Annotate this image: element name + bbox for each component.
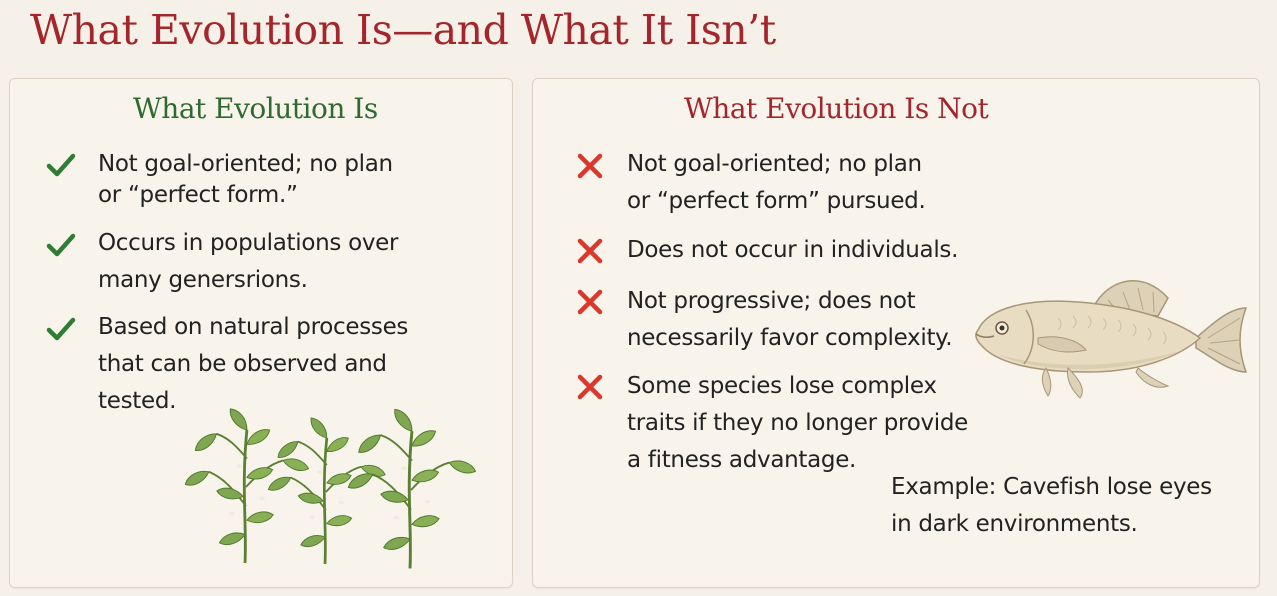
is-not-item-4-line3: a fitness advantage. <box>627 447 857 473</box>
is-not-item-1-line2: or “perfect form” pursued. <box>627 188 926 214</box>
is-not-item-2: Does not occur in individuals. <box>627 232 958 269</box>
is-item-1-line2: or “perfect form.” <box>98 182 298 208</box>
cavefish-example: Example: Cavefish lose eyes in dark envi… <box>891 469 1212 543</box>
is-not-item-4-line1: Some species lose complex <box>627 373 937 399</box>
cross-icon <box>574 371 606 403</box>
example-line2: in dark environments. <box>891 511 1138 537</box>
plants-illustration <box>185 392 485 577</box>
is-heading: What Evolution Is <box>133 92 378 125</box>
is-not-item-3: Not progressive; does not necessarily fa… <box>627 283 953 357</box>
is-not-item-1-line1: Not goal-oriented; no plan <box>627 151 922 177</box>
is-item-3-line1: Based on natural processes <box>98 314 409 340</box>
cavefish-illustration <box>968 268 1253 408</box>
check-icon <box>45 149 77 181</box>
is-item-2-line1: Occurs in populations over <box>98 230 399 256</box>
cross-icon <box>574 150 606 182</box>
is-not-item-2-line1: Does not occur in individuals. <box>627 237 959 263</box>
is-not-item-4: Some species lose complex traits if they… <box>627 368 968 479</box>
cross-icon <box>574 286 606 318</box>
check-icon <box>45 229 77 261</box>
is-not-item-1: Not goal-oriented; no plan or “perfect f… <box>627 146 926 220</box>
is-item-2: Occurs in populations over many genersri… <box>98 225 398 299</box>
is-item-3-line2: that can be observed and <box>98 351 387 377</box>
check-icon <box>45 313 77 345</box>
is-not-item-3-line2: necessarily favor complexity. <box>627 325 953 351</box>
is-not-heading: What Evolution Is Not <box>684 92 989 125</box>
is-item-3: Based on natural processes that can be o… <box>98 309 408 420</box>
is-item-1: Not goal-oriented; no plan or “perfect f… <box>98 146 393 214</box>
is-not-item-4-line2: traits if they no longer provide <box>627 410 969 436</box>
example-line1: Example: Cavefish lose eyes <box>891 474 1212 500</box>
cross-icon <box>574 235 606 267</box>
is-item-2-line2: many genersrions. <box>98 267 308 293</box>
is-item-1-line1: Not goal-oriented; no plan <box>98 151 393 177</box>
is-item-3-line3: tested. <box>98 388 177 414</box>
is-not-item-3-line1: Not progressive; does not <box>627 288 916 314</box>
page-title: What Evolution Is—and What It Isn’t <box>30 6 776 54</box>
